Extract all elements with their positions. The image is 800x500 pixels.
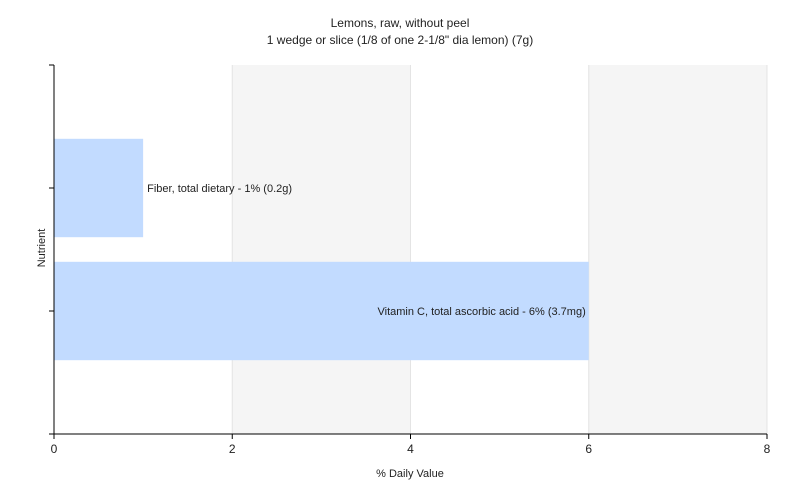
- bar: [54, 261, 589, 361]
- y-axis-label: Nutrient: [36, 229, 48, 268]
- axes: [49, 64, 768, 439]
- plot-band: [588, 65, 767, 434]
- bar: [54, 138, 144, 238]
- x-tick-label: 8: [764, 442, 771, 456]
- bar-data-label: Vitamin C, total ascorbic acid - 6% (3.7…: [377, 306, 585, 318]
- grid-lines: [231, 65, 768, 434]
- plot-band: [232, 65, 411, 434]
- chart-subtitle: 1 wedge or slice (1/8 of one 2-1/8" dia …: [267, 33, 533, 47]
- x-tick-label: 6: [585, 442, 592, 456]
- chart-title: Lemons, raw, without peel: [331, 16, 470, 30]
- x-axis-label: % Daily Value: [376, 468, 444, 480]
- x-tick-labels: 0 2 4 6 8: [51, 442, 771, 456]
- plot-band: [410, 65, 589, 434]
- plot-background: [54, 65, 767, 434]
- x-tick-label: 0: [51, 442, 58, 456]
- bar-data-label: Fiber, total dietary - 1% (0.2g): [147, 183, 292, 195]
- data-labels: Fiber, total dietary - 1% (0.2g) Vitamin …: [147, 183, 586, 318]
- plot-band: [54, 65, 233, 434]
- bars: [54, 138, 589, 361]
- x-tick-label: 2: [229, 442, 236, 456]
- x-tick-label: 4: [407, 442, 414, 456]
